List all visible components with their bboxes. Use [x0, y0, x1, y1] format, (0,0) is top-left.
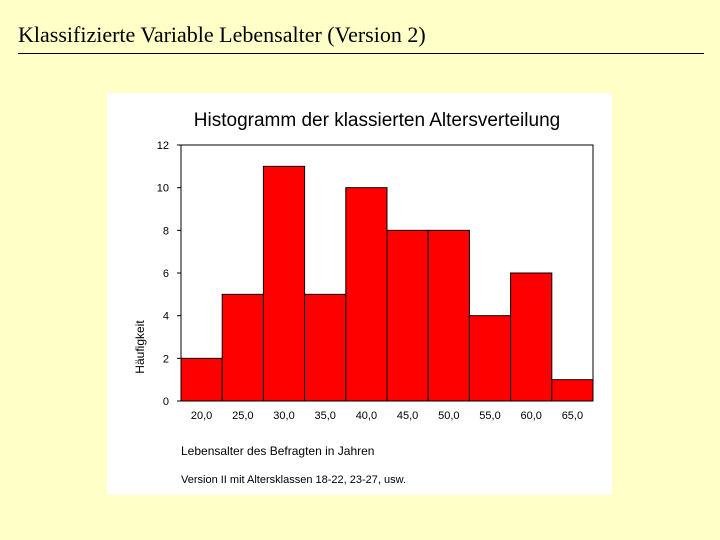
title-divider	[18, 53, 704, 54]
x-tick-label: 55,0	[479, 410, 500, 422]
histogram-bar	[468, 315, 512, 402]
y-tick-label: 8	[163, 225, 169, 237]
histogram-bar	[180, 357, 223, 402]
x-tick-label: 65,0	[562, 410, 583, 422]
x-tick-label: 20,0	[191, 410, 212, 422]
histogram-bar	[262, 165, 306, 402]
y-tick-label: 4	[163, 311, 169, 323]
histogram-bar	[427, 229, 470, 402]
x-tick-label: 60,0	[520, 410, 541, 422]
x-tick-label: 40,0	[356, 410, 377, 422]
histogram-bar	[345, 187, 388, 402]
y-tick-label: 10	[157, 183, 169, 195]
histogram-bar	[551, 379, 594, 402]
histogram-bar	[510, 272, 553, 402]
slide-title: Klassifizierte Variable Lebensalter (Ver…	[18, 22, 426, 47]
y-axis-label: Häufigkeit	[133, 320, 147, 374]
y-tick-label: 6	[163, 268, 169, 280]
histogram-chart: Histogramm der klassierten Altersverteil…	[107, 93, 612, 495]
x-tick-label: 30,0	[273, 410, 294, 422]
x-axis-label: Lebensalter des Befragten in Jahren	[181, 444, 374, 458]
histogram-svg: Histogramm der klassierten Altersverteil…	[133, 110, 594, 486]
x-axis: 20,0 25,0 30,0 35,0 40,0 45,0 50,0 55,0 60,0 65,0	[191, 410, 583, 422]
x-tick-label: 45,0	[397, 410, 418, 422]
x-tick-label: 35,0	[314, 410, 335, 422]
histogram-bar	[386, 229, 429, 402]
chart-note: Version II mit Altersklassen 18-22, 23-2…	[181, 474, 406, 486]
x-tick-label: 25,0	[232, 410, 253, 422]
x-tick-label: 50,0	[438, 410, 459, 422]
histogram-bar	[221, 293, 264, 402]
y-tick-label: 0	[163, 396, 169, 408]
y-tick-label: 2	[163, 353, 169, 365]
chart-title: Histogramm der klassierten Altersverteil…	[194, 110, 560, 131]
y-axis: 0 2 4 6 8 10 12	[157, 140, 181, 408]
bars-group	[180, 165, 594, 402]
y-tick-label: 12	[157, 140, 169, 152]
histogram-bar	[304, 293, 347, 402]
